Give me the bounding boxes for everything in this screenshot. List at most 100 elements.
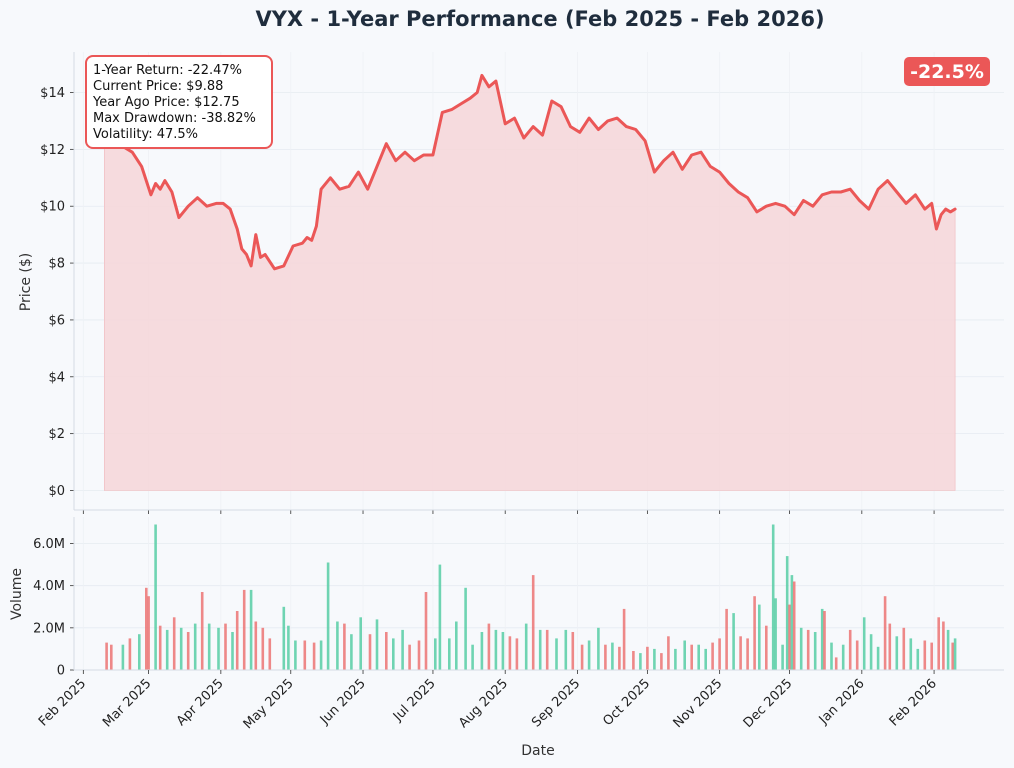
volume-bar xyxy=(158,625,162,670)
volume-y-tick-label: 0 xyxy=(57,664,65,679)
return-badge-text: -22.5% xyxy=(910,61,984,83)
x-tick-label: May 2025 xyxy=(241,676,297,732)
volume-bar xyxy=(294,640,297,670)
volume-bar xyxy=(368,634,372,670)
volume-bar xyxy=(639,653,642,670)
volume-bar xyxy=(781,644,784,670)
volume-bar xyxy=(704,648,707,670)
x-tick-label: Mar 2025 xyxy=(100,676,154,730)
volume-bar xyxy=(224,623,227,670)
volume-bar xyxy=(312,642,316,670)
volume-bar xyxy=(524,623,528,670)
stats-box-frame xyxy=(85,55,273,149)
volume-bar xyxy=(128,638,132,670)
volume-bar xyxy=(235,611,239,670)
volume-bar xyxy=(105,642,108,670)
price-axes: $0 $2 $4 $6 $8 $10 $12 $14 xyxy=(40,52,1004,514)
volume-bar xyxy=(848,629,852,670)
volume-bar xyxy=(862,617,866,670)
volume-bar xyxy=(597,627,600,670)
stat-year-ago-price: Year Ago Price: $12.75 xyxy=(92,95,240,110)
volume-bar xyxy=(902,627,906,670)
volume-bar xyxy=(448,638,451,670)
volume-bar xyxy=(471,644,474,670)
volume-bar xyxy=(242,589,246,670)
volume-bar xyxy=(531,575,535,670)
volume-bar xyxy=(725,608,728,670)
volume-bar xyxy=(326,562,330,670)
price-y-tick-label: $4 xyxy=(48,370,65,385)
volume-bars xyxy=(105,524,957,671)
volume-bar xyxy=(287,625,290,670)
volume-bar xyxy=(746,638,749,670)
price-series-line xyxy=(102,73,957,271)
x-tick-label: Dec 2025 xyxy=(741,676,796,731)
volume-bar xyxy=(739,636,742,670)
volume-bar xyxy=(417,640,421,670)
volume-bar xyxy=(231,632,234,670)
volume-bar xyxy=(261,627,265,670)
x-tick-label: Jun 2025 xyxy=(317,676,369,728)
volume-bar xyxy=(336,621,339,670)
volume-bar xyxy=(895,636,899,670)
return-badge-bg xyxy=(904,57,990,86)
volume-bar xyxy=(424,592,428,670)
volume-bar xyxy=(632,651,635,670)
volume-bar xyxy=(303,640,307,670)
volume-bar xyxy=(653,648,656,670)
volume-bar xyxy=(501,632,505,670)
volume-bar xyxy=(508,636,512,670)
price-y-tick-label: $6 xyxy=(48,313,65,328)
volume-bar xyxy=(392,638,395,670)
volume-bar xyxy=(494,629,498,670)
x-tick-label: Oct 2025 xyxy=(600,676,653,729)
x-tick-label: Apr 2025 xyxy=(174,676,227,729)
price-y-tick-label: $8 xyxy=(48,257,65,272)
volume-bar xyxy=(834,657,838,670)
volume-bar xyxy=(683,640,686,670)
volume-bar xyxy=(375,619,379,670)
volume-bar xyxy=(883,596,887,670)
volume-bar xyxy=(350,634,353,670)
volume-bar xyxy=(268,638,272,670)
volume-bar xyxy=(165,629,169,670)
volume-bar xyxy=(319,640,323,670)
volume-bar xyxy=(110,644,113,670)
volume-bar xyxy=(200,592,204,670)
volume-bar xyxy=(855,640,859,670)
x-tick-label: Nov 2025 xyxy=(671,676,726,731)
volume-bar xyxy=(646,646,649,670)
volume-bar xyxy=(186,632,190,670)
volume-bar xyxy=(193,623,197,670)
volume-bar xyxy=(515,638,519,670)
volume-bar xyxy=(953,638,957,670)
volume-bar xyxy=(385,632,388,670)
volume-bar xyxy=(207,623,211,670)
volume-bar xyxy=(564,629,568,670)
volume-bar xyxy=(758,604,761,670)
volume-bar xyxy=(732,613,735,670)
volume-bar xyxy=(667,636,670,670)
stat-max-drawdown: Max Drawdown: -38.82% xyxy=(93,111,256,126)
volume-bar xyxy=(660,653,663,670)
volume-bar xyxy=(869,634,873,670)
volume-bar xyxy=(937,617,940,670)
volume-bar xyxy=(923,640,927,670)
stat-volatility: Volatility: 47.5% xyxy=(93,127,198,142)
volume-bar xyxy=(555,638,558,670)
volume-y-tick-label: 4.0M xyxy=(33,579,65,594)
volume-bar xyxy=(359,617,362,670)
volume-bar xyxy=(217,627,220,670)
x-axis-label: Date xyxy=(521,743,554,759)
volume-bar xyxy=(690,644,693,670)
volume-bar xyxy=(343,623,346,670)
volume-bar xyxy=(792,581,796,670)
x-tick-label: Jul 2025 xyxy=(390,676,439,725)
x-tick-label: Aug 2025 xyxy=(456,676,511,731)
volume-bar xyxy=(806,629,810,670)
volume-bar xyxy=(434,638,437,670)
volume-bar xyxy=(622,608,626,670)
price-line xyxy=(102,73,957,271)
volume-bar xyxy=(765,625,768,670)
volume-bar xyxy=(254,621,258,670)
